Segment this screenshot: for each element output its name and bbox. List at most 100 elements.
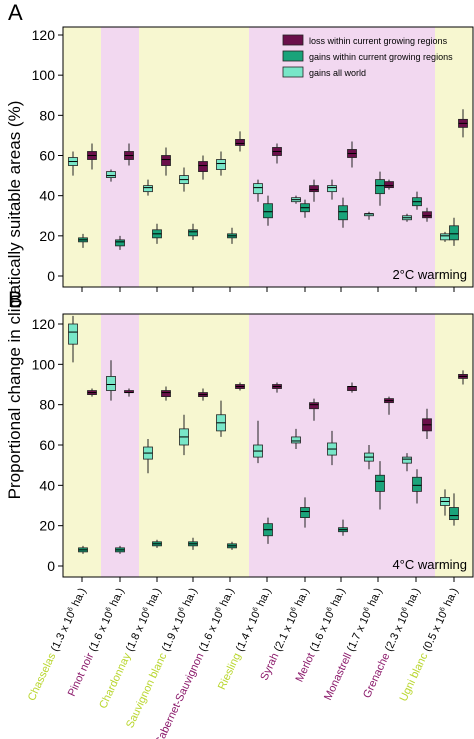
- box-body: [412, 476, 422, 492]
- y-tick-label: 60: [39, 148, 55, 164]
- y-tick-label: 60: [39, 437, 55, 453]
- box-mark: [412, 191, 422, 210]
- variety-area-exponent: 6: [326, 606, 334, 613]
- box-body: [327, 185, 337, 193]
- box-mark: [402, 453, 412, 472]
- plot-frame: [62, 26, 474, 288]
- y-tick-label: 100: [32, 356, 56, 372]
- box-mark: [272, 382, 282, 393]
- box-body: [449, 225, 459, 241]
- box-mark: [216, 151, 226, 176]
- variety-area: (0.5 x 10: [421, 610, 450, 654]
- box-mark: [253, 179, 263, 202]
- box-mark: [338, 519, 348, 536]
- y-tick-label: 120: [32, 316, 56, 332]
- legend-swatch: [282, 34, 304, 46]
- box-body: [291, 436, 301, 444]
- box-mark: [263, 517, 273, 544]
- background-band: [435, 314, 473, 577]
- box-body: [309, 402, 319, 410]
- panel-b: 0 20 40 60 80 100 120 4°C warming: [32, 313, 474, 582]
- variety-name: Riesling: [216, 648, 245, 691]
- panel-letter: B: [8, 287, 23, 312]
- y-axis-label: Proportional change in climatically suit…: [5, 101, 24, 500]
- variety-area-unit: ha.): [254, 586, 274, 611]
- variety-area-exponent: 6: [363, 606, 371, 613]
- box-mark: [412, 469, 422, 504]
- panel-letter: A: [8, 0, 23, 25]
- legend-swatch: [282, 50, 304, 62]
- box-mark: [161, 386, 171, 401]
- variety-name: Monastrell: [322, 648, 356, 702]
- box-mark: [227, 227, 237, 244]
- box-mark: [263, 195, 273, 226]
- background-band: [101, 314, 139, 577]
- box-mark: [106, 360, 116, 401]
- box-body: [106, 376, 116, 391]
- y-tick-label: 20: [39, 518, 55, 534]
- box-body: [375, 179, 385, 195]
- panel-a: 0 20 40 60 80 100 120 2°C warming loss within cu…: [32, 26, 474, 292]
- box-mark: [78, 233, 88, 248]
- variety-area-unit: ha.): [292, 586, 312, 611]
- warming-annotation: 2°C warming: [392, 267, 467, 282]
- box-mark: [449, 217, 459, 246]
- background-band: [139, 314, 249, 577]
- box-mark: [309, 179, 319, 202]
- box-mark: [291, 195, 301, 204]
- variety-area-exponent: 6: [178, 606, 186, 613]
- box-body: [300, 507, 310, 518]
- box-body: [309, 185, 319, 193]
- y-tick-label: 100: [32, 67, 56, 83]
- legend-label: gains within current growing regions: [309, 52, 453, 62]
- box-mark: [364, 211, 374, 220]
- box-body: [384, 181, 394, 189]
- variety-labels: Chasselas (1.3 x 106 ha.)Pinot noir (1.6…: [26, 586, 461, 739]
- box-mark: [327, 179, 337, 200]
- box-mark: [188, 537, 198, 550]
- box-mark: [364, 445, 374, 470]
- box-mark: [68, 151, 78, 176]
- box-body: [198, 161, 208, 172]
- variety-area-unit: ha.): [403, 586, 423, 611]
- box-mark: [115, 235, 125, 250]
- box-mark: [272, 143, 282, 164]
- box-mark: [458, 370, 468, 385]
- box-body: [375, 474, 385, 492]
- y-tick-label: 0: [47, 268, 55, 284]
- box-body: [68, 323, 78, 345]
- box-mark: [235, 382, 245, 391]
- box-mark: [143, 179, 153, 196]
- y-tick-label: 20: [39, 228, 55, 244]
- background-band: [139, 27, 249, 287]
- variety-label: Sauvignon blanc (1.9 x 106 ha.): [124, 586, 200, 730]
- box-body: [161, 390, 171, 397]
- warming-annotation: 4°C warming: [392, 557, 467, 572]
- box-mark: [300, 497, 310, 528]
- variety-name: Chasselas: [26, 648, 60, 702]
- box-mark: [422, 207, 432, 222]
- box-mark: [87, 388, 97, 397]
- box-mark: [87, 143, 97, 170]
- box-body: [263, 203, 273, 219]
- box-mark: [68, 315, 78, 363]
- box-mark: [347, 141, 357, 168]
- box-body: [161, 155, 171, 166]
- variety-area: (1.9 x 10: [160, 610, 189, 654]
- background-band: [63, 314, 101, 577]
- box-mark: [291, 428, 301, 450]
- box-body: [188, 229, 198, 237]
- box-mark: [375, 461, 385, 510]
- box-mark: [198, 155, 208, 180]
- variety-area-exponent: 6: [215, 606, 223, 613]
- box-mark: [198, 388, 208, 401]
- variety-area: (1.6 x 10: [87, 610, 116, 654]
- variety-area-exponent: 6: [439, 606, 447, 613]
- variety-area: (1.7 x 10: [345, 610, 374, 654]
- y-tick-label: 120: [32, 27, 56, 43]
- box-mark: [440, 489, 450, 516]
- background-band: [435, 27, 473, 287]
- y-tick-label: 80: [39, 107, 55, 123]
- variety-area: (1.6 x 10: [308, 610, 337, 654]
